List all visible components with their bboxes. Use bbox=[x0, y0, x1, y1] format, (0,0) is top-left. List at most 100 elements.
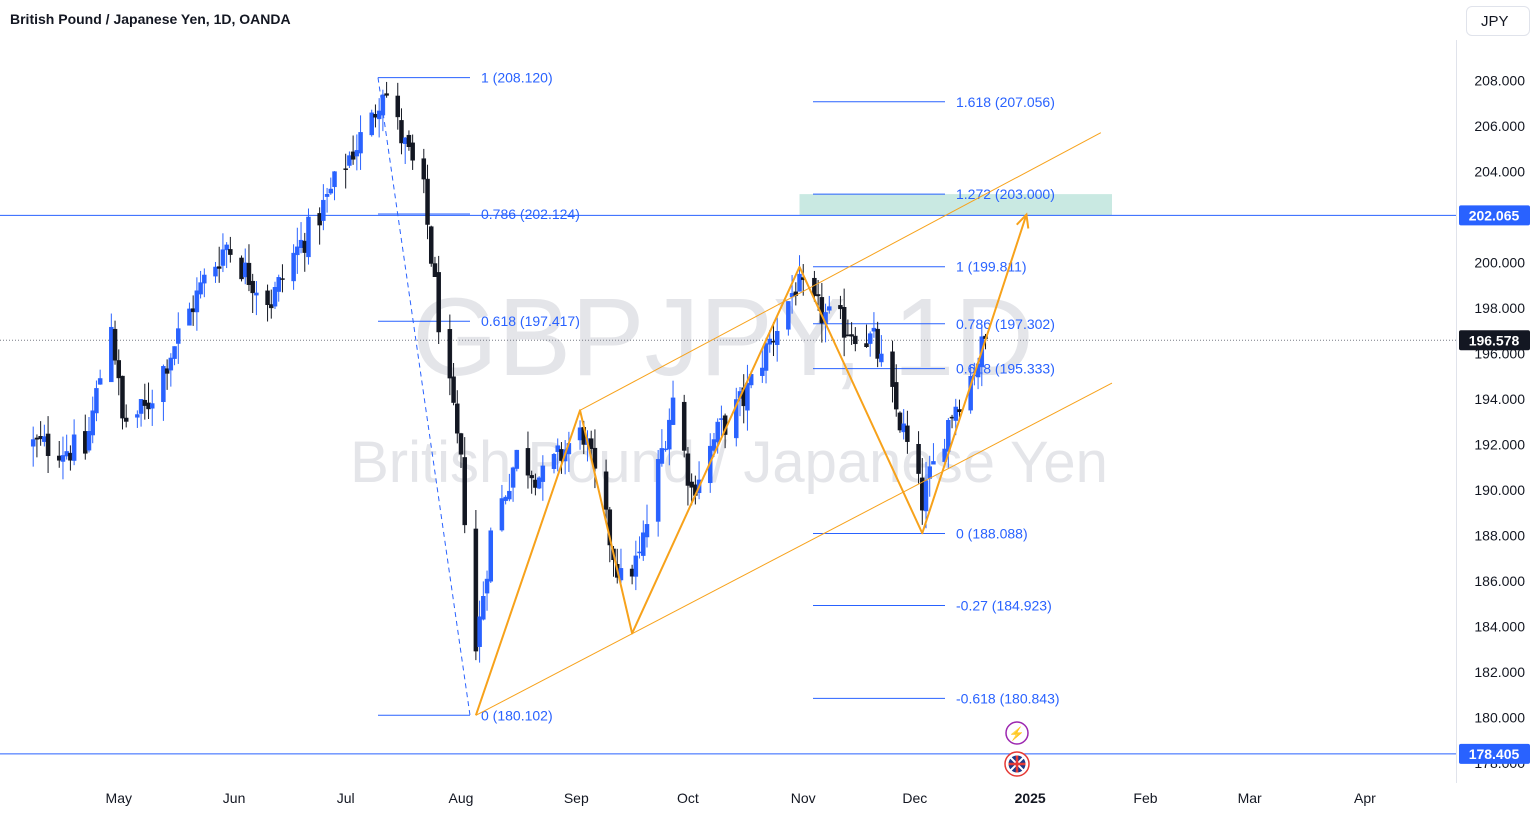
fib-extension-label: 0 (188.088) bbox=[956, 526, 1028, 542]
candle-body bbox=[436, 272, 441, 333]
candle-body bbox=[358, 132, 363, 154]
candle-body bbox=[462, 457, 467, 526]
candle-body bbox=[853, 335, 858, 345]
candle-body bbox=[187, 308, 192, 326]
candle-body bbox=[34, 437, 40, 440]
candle-body bbox=[864, 343, 869, 348]
candle-body bbox=[812, 277, 817, 296]
y-tick-label: 192.000 bbox=[1474, 436, 1525, 452]
candle-body bbox=[890, 351, 895, 387]
y-tick-label: 206.000 bbox=[1474, 118, 1525, 134]
candle-body bbox=[533, 479, 538, 488]
candle-body bbox=[510, 467, 516, 488]
candle-body bbox=[931, 461, 936, 465]
candle-body bbox=[871, 327, 877, 332]
candle-body bbox=[719, 418, 724, 420]
currency-button[interactable]: JPY bbox=[1466, 6, 1530, 36]
candle-body bbox=[529, 475, 534, 479]
candle-body bbox=[923, 480, 929, 512]
candle-body bbox=[838, 305, 843, 310]
candle-body bbox=[190, 308, 196, 313]
candle-body bbox=[875, 328, 880, 359]
candle-body bbox=[455, 403, 460, 434]
candle-body bbox=[149, 403, 155, 409]
x-tick-label: Feb bbox=[1133, 790, 1157, 806]
candle-body bbox=[194, 290, 200, 313]
y-tick-label: 188.000 bbox=[1474, 528, 1525, 544]
candle-body bbox=[458, 433, 464, 455]
pattern-zigzag-line bbox=[474, 214, 1028, 716]
candle-body bbox=[354, 150, 360, 157]
candle-body bbox=[428, 226, 434, 264]
fib-extension-label: -0.618 (180.843) bbox=[956, 690, 1060, 706]
y-tick-label: 182.000 bbox=[1474, 664, 1525, 680]
candle-body bbox=[376, 110, 382, 120]
y-tick-label: 208.000 bbox=[1474, 72, 1525, 88]
candle-body bbox=[71, 434, 77, 461]
candle-body bbox=[138, 399, 144, 414]
candle-body bbox=[525, 448, 531, 476]
candle-body bbox=[90, 410, 95, 436]
candle-body bbox=[689, 481, 694, 488]
candle-body bbox=[242, 262, 248, 278]
candle-body bbox=[94, 388, 99, 414]
y-tick-label: 190.000 bbox=[1474, 482, 1525, 498]
candle-body bbox=[272, 287, 278, 307]
candle-body bbox=[499, 498, 505, 531]
price-badge bbox=[1459, 330, 1530, 351]
candle-body bbox=[711, 439, 717, 451]
candle-body bbox=[555, 445, 560, 452]
candle-body bbox=[220, 249, 226, 266]
candle-body bbox=[369, 112, 374, 136]
candle-body bbox=[402, 137, 408, 144]
y-tick-label: 198.000 bbox=[1474, 300, 1525, 316]
watermark-name: British Pound / Japanese Yen bbox=[350, 430, 1108, 495]
fib-retracement-label: 0.618 (197.417) bbox=[481, 313, 580, 329]
price-badge bbox=[1459, 205, 1530, 226]
candle-body bbox=[670, 397, 676, 425]
candle-body bbox=[172, 346, 177, 359]
candle-body bbox=[239, 257, 244, 280]
candle-body bbox=[343, 168, 348, 170]
candle-body bbox=[246, 262, 252, 285]
candle-body bbox=[135, 414, 140, 418]
candle-body bbox=[146, 402, 151, 410]
fib-extension-label: -0.27 (184.923) bbox=[956, 598, 1052, 614]
candle-body bbox=[380, 94, 386, 116]
x-tick-label: Jun bbox=[223, 790, 246, 806]
candle-body bbox=[213, 266, 218, 277]
candle-body bbox=[161, 366, 166, 403]
candle-body bbox=[228, 249, 233, 255]
x-tick-label: Oct bbox=[677, 790, 699, 806]
candle-body bbox=[771, 340, 776, 343]
candle-body bbox=[641, 532, 646, 556]
candle-body bbox=[663, 448, 668, 451]
candle-body bbox=[827, 306, 832, 311]
fib-extension-label: 1.618 (207.056) bbox=[956, 94, 1055, 110]
candle-body bbox=[42, 436, 47, 442]
candle-body bbox=[198, 282, 203, 295]
candle-body bbox=[280, 278, 285, 280]
candle-body bbox=[410, 142, 415, 161]
candle-body bbox=[540, 465, 546, 482]
candle-body bbox=[715, 421, 720, 443]
candle-body bbox=[849, 334, 854, 337]
candle-body bbox=[879, 353, 884, 363]
candle-body bbox=[893, 382, 899, 410]
fib-retracement-label: 0 (180.102) bbox=[481, 707, 553, 723]
candle-body bbox=[681, 401, 687, 451]
candle-body bbox=[841, 307, 847, 338]
candle-body bbox=[867, 333, 873, 344]
candle-body bbox=[425, 178, 430, 225]
arrowhead bbox=[1016, 212, 1030, 229]
price-badge-label: 202.065 bbox=[1469, 207, 1520, 223]
y-tick-label: 200.000 bbox=[1474, 254, 1525, 270]
candle-body bbox=[447, 329, 453, 379]
candle-body bbox=[142, 399, 148, 406]
candle-body bbox=[473, 528, 479, 652]
candle-body bbox=[633, 555, 639, 577]
price-badge-label: 196.578 bbox=[1469, 332, 1520, 348]
candle-body bbox=[953, 406, 959, 421]
candle-body bbox=[38, 436, 43, 440]
